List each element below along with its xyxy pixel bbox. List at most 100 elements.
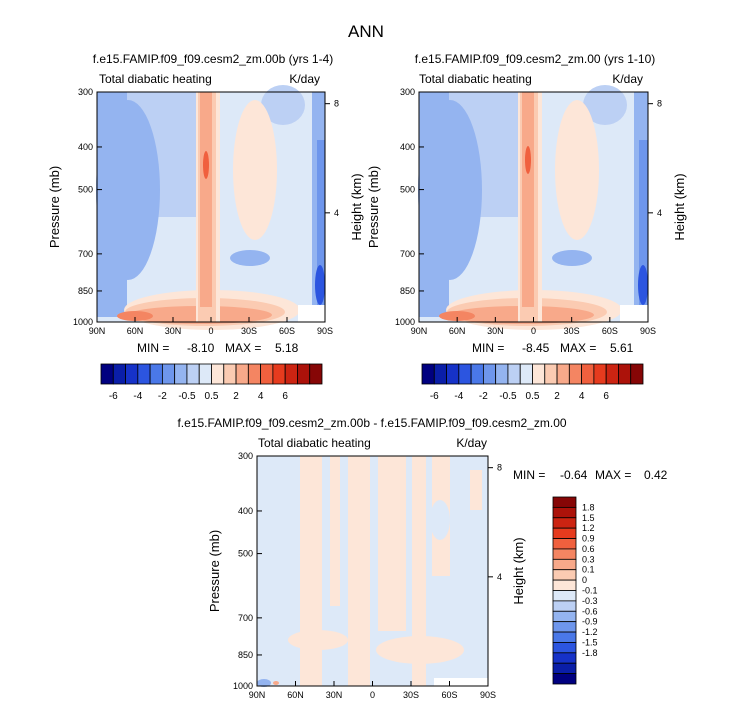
colorbar-box xyxy=(552,610,577,623)
figure-title: ANN xyxy=(348,22,384,41)
panel-2-ylabel: Pressure (mb) xyxy=(366,166,381,248)
colorbar-box xyxy=(211,363,225,385)
colorbar-box xyxy=(247,363,262,385)
colorbar-label: 0.3 xyxy=(582,554,595,564)
x-tick-label: 90S xyxy=(317,326,333,336)
height-tick-label: 8 xyxy=(497,463,502,473)
panel-3-ylabel-right: Height (km) xyxy=(511,537,526,604)
panel-1-axes: 90N 60N 30N 0 30S 60S 90S 300 400 500 700 850 1000 8 4 xyxy=(73,87,339,336)
panel-1-max-label: MAX = xyxy=(225,341,261,355)
y-tick-label: 1000 xyxy=(233,681,253,691)
colorbar-box xyxy=(482,363,497,385)
colorbar-box xyxy=(458,363,472,385)
colorbar-label: 6 xyxy=(282,391,288,402)
colorbar-label: -2 xyxy=(158,391,167,402)
colorbar-label: -0.6 xyxy=(582,606,598,616)
colorbar-label: 0.6 xyxy=(582,544,595,554)
colorbar-label: 4 xyxy=(579,391,585,402)
x-tick-label: 0 xyxy=(370,690,375,700)
colorbar-label: 2 xyxy=(233,391,239,402)
colorbar-panel-1: -6 -4 -2 -0.5 0.5 2 4 6 xyxy=(100,363,323,402)
y-tick-label: 400 xyxy=(400,142,415,152)
x-tick-label: 30N xyxy=(326,690,343,700)
colorbar-box xyxy=(552,527,577,539)
y-tick-label: 500 xyxy=(238,549,253,559)
panel-3-min-value: -0.64 xyxy=(560,468,588,482)
y-tick-label: 850 xyxy=(238,650,253,660)
y-tick-label: 400 xyxy=(78,142,93,152)
colorbar-box xyxy=(581,363,595,385)
colorbar-label: 0 xyxy=(582,575,587,585)
colorbar-box xyxy=(552,621,577,633)
panel-1-ylabel: Pressure (mb) xyxy=(47,166,62,248)
colorbar-box xyxy=(186,363,200,385)
colorbar-label: -0.1 xyxy=(582,586,598,596)
panel-3-min-label: MIN = xyxy=(513,468,545,482)
x-tick-label: 90N xyxy=(89,326,106,336)
y-tick-label: 300 xyxy=(238,451,253,461)
x-tick-label: 60N xyxy=(287,690,304,700)
colorbar-box xyxy=(593,363,607,385)
colorbar-box xyxy=(260,363,274,385)
x-tick-label: 60S xyxy=(602,326,618,336)
y-tick-label: 500 xyxy=(78,185,93,195)
y-tick-label: 1000 xyxy=(395,317,415,327)
x-tick-label: 30S xyxy=(564,326,580,336)
panel-2-max-label: MAX = xyxy=(560,341,596,355)
height-tick-label: 8 xyxy=(334,99,339,109)
colorbar-box xyxy=(112,363,126,385)
panel-2-units-label: K/day xyxy=(612,72,643,86)
colorbar-label: -1.2 xyxy=(582,627,598,637)
panel-2: f.e15.FAMIP.f09_f09.cesm2_zm.00 (yrs 1-1… xyxy=(366,52,687,355)
colorbar-label: 1.2 xyxy=(582,523,595,533)
colorbar-label: 0.5 xyxy=(526,391,540,402)
colorbar-box xyxy=(297,363,311,385)
colorbar-label: 0.5 xyxy=(205,391,219,402)
panel-3-units-label: K/day xyxy=(456,436,487,450)
colorbar-panel-2: -6 -4 -2 -0.5 0.5 2 4 6 xyxy=(421,363,644,402)
panel-2-min-label: MIN = xyxy=(472,341,504,355)
colorbar-box xyxy=(421,363,435,385)
panel-3-field-label: Total diabatic heating xyxy=(258,436,371,450)
colorbar-label: -4 xyxy=(133,391,142,402)
panel-1-min-value: -8.10 xyxy=(187,341,215,355)
height-tick-label: 4 xyxy=(334,208,339,218)
colorbar-label: -6 xyxy=(430,391,439,402)
colorbar-box xyxy=(552,579,577,591)
colorbar-label: 2 xyxy=(554,391,560,402)
height-tick-label: 4 xyxy=(497,572,502,582)
x-tick-label: 60N xyxy=(127,326,144,336)
colorbar-label: -6 xyxy=(109,391,118,402)
panel-1-title: f.e15.FAMIP.f09_f09.cesm2_zm.00b (yrs 1-… xyxy=(93,52,334,66)
panel-1-field-label: Total diabatic heating xyxy=(99,72,212,86)
colorbar-label: 6 xyxy=(603,391,609,402)
x-tick-label: 60N xyxy=(449,326,466,336)
colorbar-box xyxy=(552,600,577,612)
panel-2-field-label: Total diabatic heating xyxy=(419,72,532,86)
panel-1-field xyxy=(96,85,326,330)
colorbar-box xyxy=(552,631,577,643)
colorbar-box xyxy=(223,363,237,385)
panel-3-ylabel: Pressure (mb) xyxy=(207,530,222,612)
colorbar-box xyxy=(198,363,212,385)
colorbar-label: -0.5 xyxy=(499,391,517,402)
colorbar-label: 1.8 xyxy=(582,502,595,512)
y-tick-label: 300 xyxy=(78,87,93,97)
x-tick-label: 60S xyxy=(279,326,295,336)
colorbar-box xyxy=(552,496,577,508)
y-tick-label: 1000 xyxy=(73,317,93,327)
colorbar-box xyxy=(284,363,298,385)
colorbar-box xyxy=(552,538,577,550)
colorbar-box xyxy=(507,363,521,385)
x-tick-label: 90S xyxy=(640,326,656,336)
panel-1-units-label: K/day xyxy=(289,72,320,86)
colorbar-box xyxy=(556,363,570,385)
colorbar-box xyxy=(552,652,577,664)
colorbar-label: 1.5 xyxy=(582,513,595,523)
colorbar-label: -1.5 xyxy=(582,637,598,647)
panel-2-max-value: 5.61 xyxy=(610,341,634,355)
panel-3-max-value: 0.42 xyxy=(644,468,668,482)
colorbar-label: -0.5 xyxy=(178,391,196,402)
colorbar-box xyxy=(532,363,546,385)
